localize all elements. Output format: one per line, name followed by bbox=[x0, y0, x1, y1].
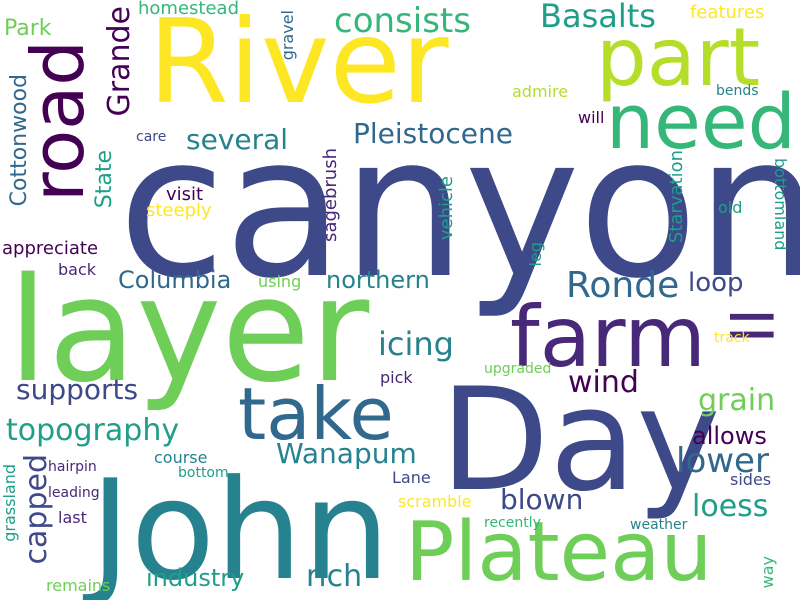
word-wind: wind bbox=[568, 365, 639, 400]
word-lower: lower bbox=[676, 441, 769, 481]
word-visit: visit bbox=[166, 184, 204, 205]
word-recently: recently bbox=[484, 515, 541, 531]
word-appreciate: appreciate bbox=[2, 238, 99, 259]
word-rich: rich bbox=[306, 559, 363, 594]
word-john: John bbox=[90, 450, 391, 600]
word-track: track bbox=[714, 330, 750, 346]
word-remains: remains bbox=[46, 576, 111, 595]
word-columbia: Columbia bbox=[118, 266, 232, 294]
word-ii: II bbox=[715, 308, 785, 344]
word-farm: farm bbox=[510, 288, 706, 386]
word-canyon: canyon bbox=[118, 94, 800, 322]
word-allows: allows bbox=[692, 422, 767, 450]
word-river: River bbox=[148, 0, 449, 130]
word-blown: blown bbox=[500, 483, 584, 516]
word-features: features bbox=[690, 2, 765, 23]
word-take: take bbox=[238, 372, 394, 456]
word-sides: sides bbox=[730, 470, 772, 489]
word-layer: layer bbox=[8, 246, 370, 414]
word-upgraded: upgraded bbox=[484, 361, 552, 377]
word-pleistocene: Pleistocene bbox=[353, 117, 513, 150]
word-several: several bbox=[186, 123, 289, 156]
word-bends: bends bbox=[716, 83, 759, 99]
word-admire: admire bbox=[512, 82, 569, 101]
word-care: care bbox=[136, 129, 167, 145]
word-last: last bbox=[58, 508, 87, 527]
word-will: will bbox=[578, 108, 605, 127]
word-ronde: Ronde bbox=[566, 265, 680, 306]
word-gravel: gravel bbox=[278, 10, 297, 61]
word-need: need bbox=[606, 77, 796, 166]
word-course: course bbox=[154, 448, 208, 467]
word-way: way bbox=[758, 556, 777, 589]
word-day: Day bbox=[440, 358, 721, 523]
word-basalts: Basalts bbox=[540, 0, 656, 35]
word-part: part bbox=[596, 11, 761, 104]
word-supports: supports bbox=[16, 373, 139, 406]
word-road: road bbox=[16, 40, 100, 202]
word-cottonwood: Cottonwood bbox=[7, 74, 32, 207]
word-hairpin: hairpin bbox=[48, 459, 97, 475]
word-grassland: grassland bbox=[0, 464, 19, 542]
word-weather: weather bbox=[630, 517, 688, 533]
word-old: old bbox=[718, 198, 743, 217]
word-starvation: Starvation bbox=[666, 150, 687, 244]
word-back: back bbox=[58, 260, 97, 279]
word-leading: leading bbox=[48, 485, 100, 501]
word-northern: northern bbox=[326, 266, 430, 294]
word-grain: grain bbox=[698, 383, 776, 418]
word-bottom: bottom bbox=[178, 465, 229, 481]
word-grande: Grande bbox=[102, 6, 137, 117]
word-wanapum: Wanapum bbox=[276, 437, 417, 470]
word-vehicle: vehicle bbox=[436, 176, 457, 241]
word-sagebrush: sagebrush bbox=[320, 148, 341, 242]
word-topography: topography bbox=[6, 413, 180, 448]
word-loop: loop bbox=[688, 268, 744, 298]
word-icing: icing bbox=[378, 325, 454, 363]
word-pick: pick bbox=[380, 368, 413, 387]
word-consists: consists bbox=[334, 1, 471, 41]
word-steeply: steeply bbox=[146, 200, 212, 221]
word-lane: Lane bbox=[392, 468, 431, 487]
word-loess: loess bbox=[692, 489, 769, 524]
word-scramble: scramble bbox=[398, 492, 472, 511]
word-plateau: Plateau bbox=[405, 505, 713, 600]
word-park: Park bbox=[4, 16, 52, 41]
word-homestead: homestead bbox=[138, 0, 239, 19]
word-industry: industry bbox=[146, 564, 245, 592]
word-using: using bbox=[258, 272, 302, 291]
word-leg: leg bbox=[526, 242, 545, 267]
word-state: State bbox=[92, 150, 117, 209]
word-bottomland: bottomland bbox=[771, 158, 790, 251]
